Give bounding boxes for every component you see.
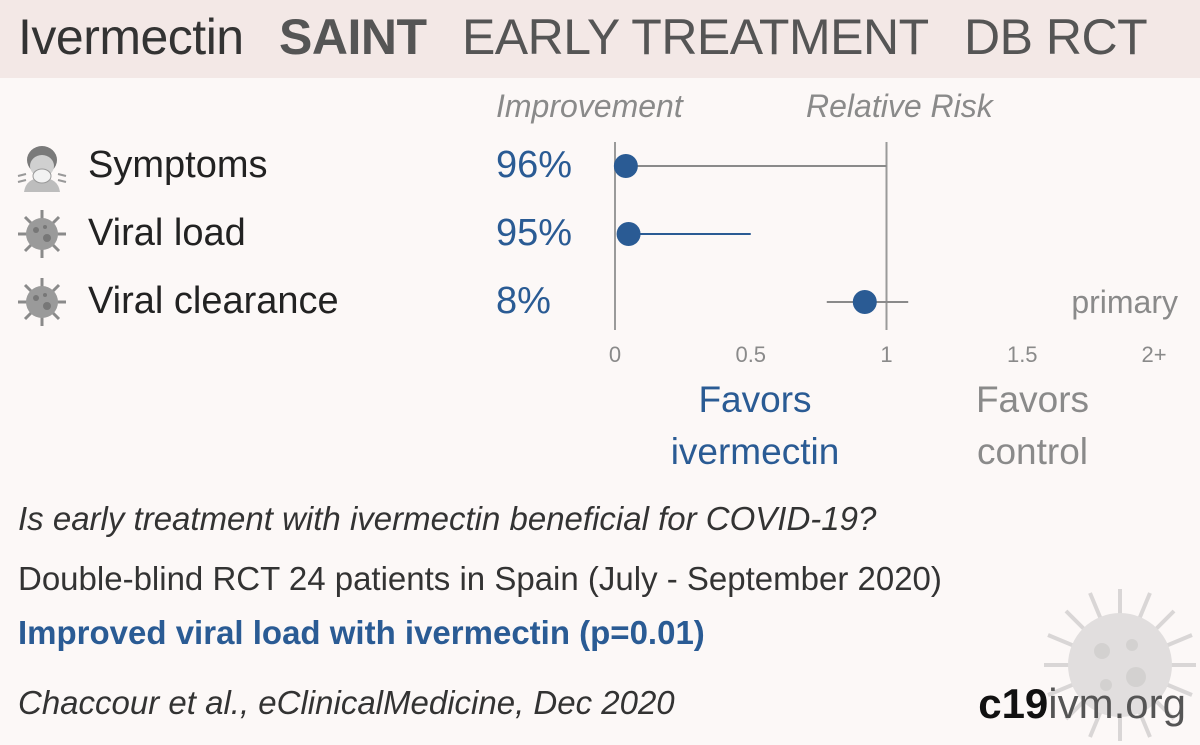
page-title: Ivermectin SAINT EARLY TREATMENT DB RCT bbox=[18, 8, 1169, 66]
improvement-viral-load: 95% bbox=[496, 212, 573, 254]
improvement-viral-clearance: 8% bbox=[496, 280, 551, 322]
point-estimate bbox=[616, 222, 641, 246]
virus-background-icon bbox=[1044, 589, 1196, 741]
row-label-symptoms: Symptoms bbox=[88, 144, 268, 186]
virus-icon bbox=[18, 278, 66, 326]
brand-part2: ivm.org bbox=[1048, 680, 1186, 727]
x-tick-label: 1 bbox=[880, 342, 892, 367]
row-label-viral-load: Viral load bbox=[88, 212, 246, 254]
x-tick-label: 0 bbox=[609, 342, 621, 367]
relative-risk-column-header: Relative Risk bbox=[806, 88, 993, 124]
favors-ivermectin-line2: ivermectin bbox=[670, 431, 840, 472]
sick-person-icon bbox=[17, 146, 67, 192]
header-bar bbox=[0, 0, 1200, 78]
improvement-column-header: Improvement bbox=[496, 88, 683, 124]
favors-control-line1: Favors bbox=[975, 379, 1090, 420]
study-question: Is early treatment with ivermectin benef… bbox=[18, 500, 877, 537]
improvement-symptoms: 96% bbox=[496, 144, 573, 186]
study-result: Improved viral load with ivermectin (p=0… bbox=[18, 614, 705, 651]
x-tick-label: 1.5 bbox=[1007, 342, 1038, 367]
favors-ivermectin-line1: Favors bbox=[698, 379, 812, 420]
study-details: Double-blind RCT 24 patients in Spain (J… bbox=[18, 560, 942, 597]
point-estimate bbox=[613, 154, 638, 178]
title-stage: EARLY TREATMENT bbox=[461, 9, 929, 65]
virus-icon bbox=[18, 210, 66, 258]
favors-control-label: Favors control bbox=[920, 374, 1145, 478]
title-design: DB RCT bbox=[964, 9, 1148, 65]
study-citation: Chaccour et al., eClinicalMedicine, Dec … bbox=[18, 684, 675, 721]
point-estimate bbox=[852, 290, 877, 314]
title-treatment: Ivermectin bbox=[18, 9, 244, 65]
primary-outcome-note: primary bbox=[1071, 284, 1178, 320]
row-label-viral-clearance: Viral clearance bbox=[88, 280, 339, 322]
x-tick-label: 2+ bbox=[1141, 342, 1166, 367]
title-trial: SAINT bbox=[279, 9, 427, 65]
brand-part1: c19 bbox=[978, 680, 1049, 727]
favors-ivermectin-label: Favors ivermectin bbox=[640, 374, 870, 478]
favors-control-line2: control bbox=[976, 431, 1089, 472]
brand-logo: c19ivm.org bbox=[978, 680, 1186, 728]
x-tick-label: 0.5 bbox=[735, 342, 766, 367]
